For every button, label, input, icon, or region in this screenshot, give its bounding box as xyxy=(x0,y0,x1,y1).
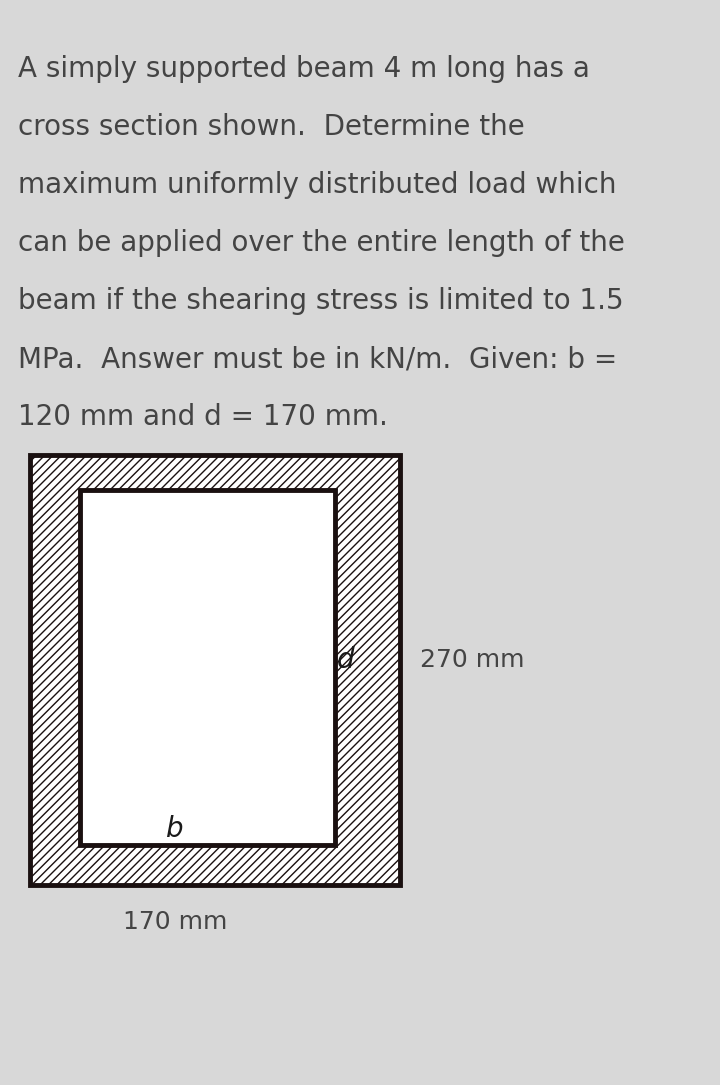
Bar xyxy=(30,455,400,885)
Text: 120 mm and d = 170 mm.: 120 mm and d = 170 mm. xyxy=(18,403,388,431)
Text: b: b xyxy=(166,815,184,843)
Text: beam if the shearing stress is limited to 1.5: beam if the shearing stress is limited t… xyxy=(18,288,624,315)
Text: d: d xyxy=(337,646,355,674)
Text: A simply supported beam 4 m long has a: A simply supported beam 4 m long has a xyxy=(18,55,590,82)
Bar xyxy=(80,490,335,845)
Text: maximum uniformly distributed load which: maximum uniformly distributed load which xyxy=(18,171,616,199)
Text: MPa.  Answer must be in kN/m.  Given: b =: MPa. Answer must be in kN/m. Given: b = xyxy=(18,345,617,373)
Text: can be applied over the entire length of the: can be applied over the entire length of… xyxy=(18,229,625,257)
Text: 170 mm: 170 mm xyxy=(123,910,228,934)
Text: cross section shown.  Determine the: cross section shown. Determine the xyxy=(18,113,525,141)
Text: 270 mm: 270 mm xyxy=(420,648,524,672)
